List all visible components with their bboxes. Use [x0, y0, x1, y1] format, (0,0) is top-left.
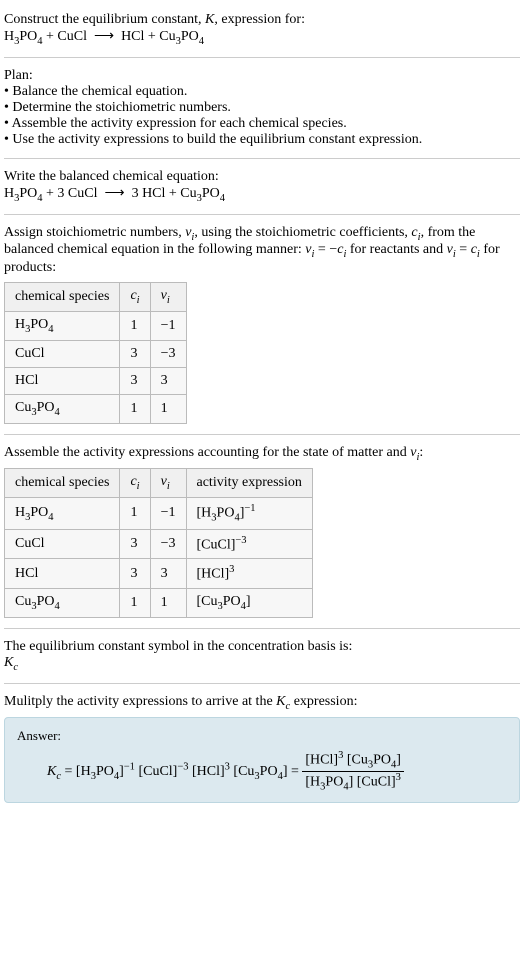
- divider: [4, 434, 520, 435]
- table-header-row: chemical species ci νi activity expressi…: [5, 469, 313, 498]
- answer-fraction: [HCl]3 [Cu3PO4][H3PO4] [CuCl]3: [302, 750, 404, 792]
- symbol-block: The equilibrium constant symbol in the c…: [4, 639, 520, 673]
- cell: HCl: [5, 559, 120, 589]
- cell: HCl: [5, 367, 120, 394]
- plan-title: Plan:: [4, 68, 520, 84]
- multiply-text: Mulitply the activity expressions to arr…: [4, 694, 520, 712]
- cell: CuCl: [5, 340, 120, 367]
- balanced-block: Write the balanced chemical equation: H3…: [4, 169, 520, 204]
- plan-item: • Assemble the activity expression for e…: [4, 116, 520, 132]
- cell: [CuCl]−3: [186, 529, 312, 559]
- cell: H3PO4: [5, 498, 120, 529]
- divider: [4, 158, 520, 159]
- cell: [HCl]3: [186, 559, 312, 589]
- table-row: CuCl 3 −3: [5, 340, 187, 367]
- balanced-title: Write the balanced chemical equation:: [4, 169, 520, 185]
- plan-item: • Determine the stoichiometric numbers.: [4, 100, 520, 116]
- cell: 1: [120, 498, 150, 529]
- symbol-text: The equilibrium constant symbol in the c…: [4, 639, 520, 655]
- stoich-table: chemical species ci νi H3PO4 1 −1 CuCl 3…: [4, 282, 187, 423]
- col-header: ci: [120, 283, 150, 312]
- table-header-row: chemical species ci νi: [5, 283, 187, 312]
- cell: −1: [150, 498, 186, 529]
- activity-table: chemical species ci νi activity expressi…: [4, 468, 313, 617]
- problem-line1: Construct the equilibrium constant, K, e…: [4, 12, 520, 28]
- cell: H3PO4: [5, 311, 120, 340]
- plan-item: • Balance the chemical equation.: [4, 84, 520, 100]
- cell: 1: [150, 588, 186, 617]
- cell: 3: [150, 559, 186, 589]
- answer-lhs: Kc = [H3PO4]−1 [CuCl]−3 [HCl]3 [Cu3PO4] …: [47, 764, 302, 779]
- problem-statement: Construct the equilibrium constant, K, e…: [4, 12, 520, 47]
- cell: [H3PO4]−1: [186, 498, 312, 529]
- col-header: activity expression: [186, 469, 312, 498]
- cell: Cu3PO4: [5, 588, 120, 617]
- cell: 3: [120, 559, 150, 589]
- answer-box: Answer: Kc = [H3PO4]−1 [CuCl]−3 [HCl]3 […: [4, 717, 520, 803]
- cell: 1: [150, 394, 186, 423]
- plan-block: Plan: • Balance the chemical equation. •…: [4, 68, 520, 148]
- answer-equation: Kc = [H3PO4]−1 [CuCl]−3 [HCl]3 [Cu3PO4] …: [17, 750, 507, 792]
- cell: [Cu3PO4]: [186, 588, 312, 617]
- cell: CuCl: [5, 529, 120, 559]
- balanced-equation: H3PO4 + 3 CuCl ⟶ 3 HCl + Cu3PO4: [4, 185, 520, 204]
- cell: 3: [120, 367, 150, 394]
- col-header: chemical species: [5, 469, 120, 498]
- table-row: HCl 3 3 [HCl]3: [5, 559, 313, 589]
- fraction-denominator: [H3PO4] [CuCl]3: [302, 772, 404, 792]
- cell: 1: [120, 588, 150, 617]
- multiply-block: Mulitply the activity expressions to arr…: [4, 694, 520, 804]
- table-row: CuCl 3 −3 [CuCl]−3: [5, 529, 313, 559]
- cell: 1: [120, 311, 150, 340]
- cell: −3: [150, 529, 186, 559]
- table-row: Cu3PO4 1 1: [5, 394, 187, 423]
- answer-label: Answer:: [17, 728, 507, 744]
- table-row: HCl 3 3: [5, 367, 187, 394]
- col-header: ci: [120, 469, 150, 498]
- stoich-block: Assign stoichiometric numbers, νi, using…: [4, 225, 520, 424]
- col-header: νi: [150, 469, 186, 498]
- cell: 3: [120, 529, 150, 559]
- divider: [4, 683, 520, 684]
- table-row: H3PO4 1 −1 [H3PO4]−1: [5, 498, 313, 529]
- stoich-intro: Assign stoichiometric numbers, νi, using…: [4, 225, 520, 277]
- divider: [4, 57, 520, 58]
- cell: −3: [150, 340, 186, 367]
- cell: 3: [150, 367, 186, 394]
- cell: 1: [120, 394, 150, 423]
- table-row: H3PO4 1 −1: [5, 311, 187, 340]
- divider: [4, 214, 520, 215]
- plan-item: • Use the activity expressions to build …: [4, 132, 520, 148]
- fraction-numerator: [HCl]3 [Cu3PO4]: [302, 750, 404, 771]
- symbol-value: Kc: [4, 655, 520, 673]
- cell: Cu3PO4: [5, 394, 120, 423]
- table-row: Cu3PO4 1 1 [Cu3PO4]: [5, 588, 313, 617]
- activity-block: Assemble the activity expressions accoun…: [4, 445, 520, 618]
- col-header: νi: [150, 283, 186, 312]
- col-header: chemical species: [5, 283, 120, 312]
- cell: 3: [120, 340, 150, 367]
- cell: −1: [150, 311, 186, 340]
- divider: [4, 628, 520, 629]
- problem-equation: H3PO4 + CuCl ⟶ HCl + Cu3PO4: [4, 28, 520, 47]
- activity-intro: Assemble the activity expressions accoun…: [4, 445, 520, 463]
